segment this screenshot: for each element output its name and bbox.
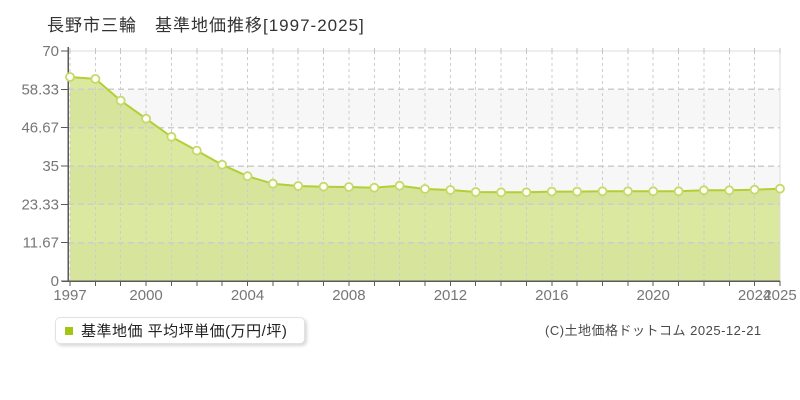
data-point (648, 186, 659, 197)
data-point (775, 183, 785, 194)
data-point (369, 182, 380, 193)
data-point (166, 131, 177, 142)
data-point (470, 187, 481, 197)
x-tick-label: 2012 (434, 287, 467, 304)
data-point (496, 187, 507, 198)
y-tick-label: 70 (42, 43, 59, 60)
x-tick-label: 2020 (637, 287, 670, 304)
legend-label: 基準地価 平均坪単価(万円/坪) (81, 323, 288, 340)
data-point (394, 180, 405, 191)
axes (61, 47, 781, 286)
data-point (90, 74, 101, 84)
y-tick-label: 46.67 (21, 120, 59, 137)
data-point (445, 185, 456, 195)
data-point (521, 187, 532, 198)
data-point (420, 184, 430, 194)
data-point (267, 178, 278, 189)
y-tick-label: 23.33 (21, 196, 59, 213)
data-point (546, 186, 557, 197)
x-tick-label: 2016 (535, 287, 568, 304)
x-tick-label: 2008 (332, 287, 365, 304)
data-point (699, 185, 709, 196)
data-point (293, 181, 304, 191)
data-point (115, 95, 126, 106)
data-point (191, 145, 202, 156)
legend: 基準地価 平均坪単価(万円/坪) (55, 317, 306, 344)
data-point (343, 182, 354, 192)
data-point (318, 181, 329, 192)
x-tick-label: 2004 (231, 287, 264, 304)
x-tick-label: 2025 (763, 287, 796, 304)
data-point (572, 186, 582, 197)
copyright-text: (C)土地価格ドットコム 2025-12-21 (545, 323, 762, 338)
data-point-markers (65, 72, 785, 198)
data-point (217, 159, 228, 170)
legend-swatch-icon (65, 326, 73, 335)
data-point (242, 171, 253, 182)
x-tick-label: 2024 (738, 287, 771, 304)
chart-title: 長野市三輪 基準地価推移[1997-2025] (47, 16, 365, 35)
data-point (141, 113, 152, 124)
x-tick-label: 2000 (129, 287, 162, 304)
y-tick-label: 35 (42, 158, 59, 175)
y-tick-label: 11.67 (23, 235, 59, 252)
y-tick-label: 58.33 (21, 81, 59, 98)
data-point (749, 184, 760, 195)
y-axis-labels: 70 58.33 46.67 35 23.33 11.67 0 (21, 43, 59, 290)
data-point (724, 185, 735, 196)
data-point (65, 72, 75, 82)
horizontal-gridlines (68, 88, 780, 244)
data-point (623, 186, 633, 197)
data-point (673, 186, 684, 197)
x-tick-label: 1997 (53, 287, 86, 304)
plot-border (68, 48, 781, 281)
data-point (597, 186, 608, 197)
area-fill (70, 77, 780, 281)
y-tick-label: 0 (51, 273, 59, 290)
